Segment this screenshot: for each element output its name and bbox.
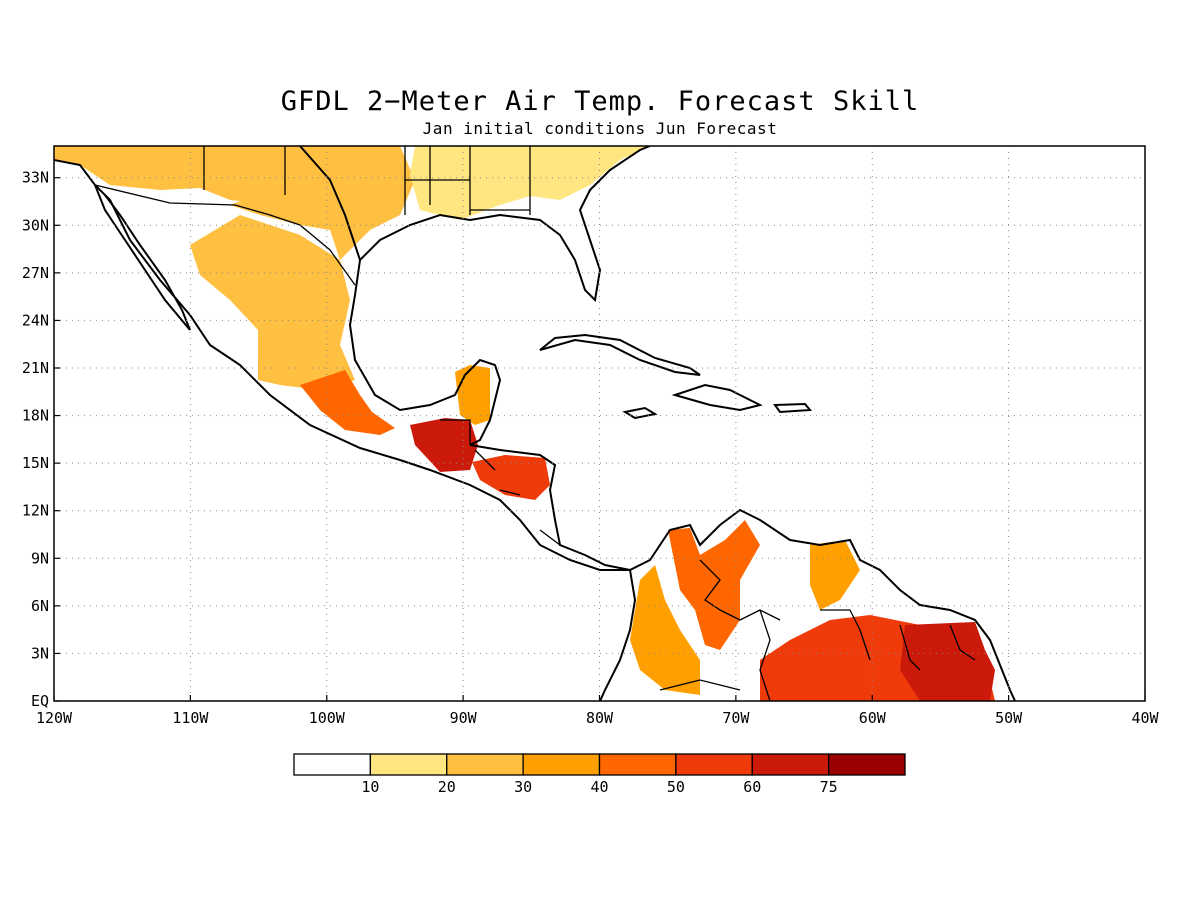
x-tick-label: 80W: [586, 709, 614, 727]
colorbar: 10 20 30 40 50 60 75: [293, 753, 906, 796]
map-title: GFDL 2−Meter Air Temp. Forecast Skill: [280, 86, 920, 117]
central-america-borders: [440, 419, 561, 546]
y-tick-label: 15N: [22, 454, 49, 472]
y-tick-label: 30N: [22, 216, 49, 234]
us-gulf-north: [359, 146, 651, 303]
y-tick-label: 12N: [22, 502, 49, 520]
cuba: [539, 333, 701, 376]
y-tick-label: EQ: [31, 692, 49, 710]
region-guatemala: [410, 418, 478, 472]
x-tick-label: 100W: [309, 709, 346, 727]
y-tick-label: 9N: [31, 549, 49, 567]
colorbar-swatch: [675, 753, 753, 776]
x-tick-label: 110W: [172, 709, 209, 727]
country-borders: [94, 146, 976, 701]
colorbar-label: 75: [820, 778, 838, 796]
colorbar-swatch: [598, 753, 677, 776]
colorbar-swatch: [827, 753, 906, 776]
region-southwest-us: [54, 146, 300, 205]
region-mexico-plateau: [190, 215, 355, 390]
colorbar-label: 50: [667, 778, 685, 796]
y-tick-label: 24N: [22, 311, 49, 329]
y-tick-label: 3N: [31, 644, 49, 662]
y-axis: EQ 3N 6N 9N 12N 15N 18N 21N 24N 27N 30N 33N: [22, 169, 60, 710]
colorbar-swatch: [369, 753, 448, 776]
y-tick-label: 6N: [31, 597, 49, 615]
central-america-caribbean: [469, 444, 631, 571]
map-subtitle: Jan initial conditions Jun Forecast: [422, 119, 778, 138]
south-america-pacific: [599, 569, 637, 701]
region-guyana-region: [810, 540, 860, 610]
region-yucatan: [455, 365, 490, 425]
y-tick-label: 21N: [22, 359, 49, 377]
region-colombia-west: [630, 565, 700, 695]
colorbar-swatch: [446, 753, 524, 776]
region-venezuela: [668, 520, 760, 650]
colorbar-swatch: [522, 753, 601, 776]
y-tick-label: 18N: [22, 407, 49, 425]
colorbar-label: 30: [514, 778, 532, 796]
x-axis: 120W 110W 100W 90W 80W 70W 60W 50W 40W: [36, 695, 1160, 727]
x-tick-label: 120W: [36, 709, 73, 727]
colorbar-label: 20: [438, 778, 456, 796]
x-tick-label: 60W: [859, 709, 887, 727]
region-mexico-south: [300, 370, 395, 435]
region-suriname-french-guiana: [900, 622, 995, 701]
south-america-north: [629, 508, 1016, 701]
colorbar-swatch: [751, 753, 830, 776]
coastlines: [54, 146, 1016, 701]
jamaica: [622, 406, 658, 420]
y-tick-label: 27N: [22, 264, 49, 282]
x-tick-label: 40W: [1131, 709, 1159, 727]
region-texas: [230, 146, 415, 260]
colorbar-label: 60: [743, 778, 761, 796]
north-america-pacific-coast: [54, 159, 630, 571]
y-tick-label: 33N: [22, 169, 49, 187]
grid-lines: [54, 146, 1145, 701]
colorbar-label: 10: [361, 778, 379, 796]
us-mexico-border: [94, 184, 356, 286]
puerto-rico: [773, 402, 813, 414]
x-tick-label: 90W: [450, 709, 478, 727]
colorbar-swatch: [293, 753, 372, 776]
x-tick-label: 70W: [722, 709, 750, 727]
us-state-borders: [203, 146, 531, 215]
x-tick-label: 50W: [995, 709, 1023, 727]
baja-california: [94, 184, 191, 331]
hispaniola: [671, 383, 763, 412]
south-america-borders: [659, 559, 976, 701]
gulf-coast: [299, 146, 502, 446]
colorbar-label: 40: [590, 778, 608, 796]
